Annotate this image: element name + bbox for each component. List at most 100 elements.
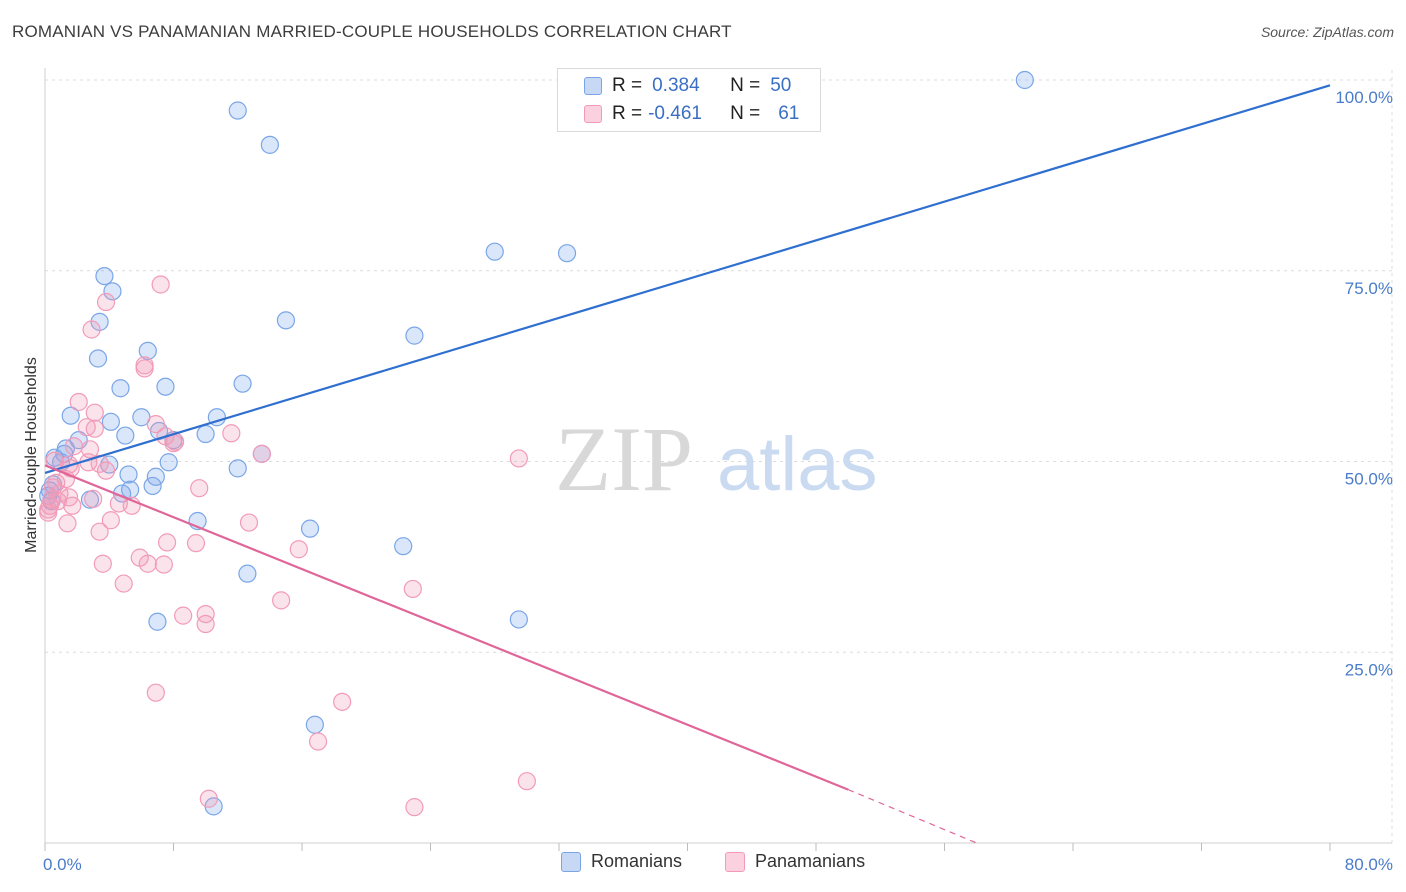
- trend-line-extension-panamanians: [847, 789, 977, 844]
- series-legend: Romanians Panamanians: [0, 851, 1406, 877]
- legend-r-label: R =: [612, 103, 643, 124]
- data-point-panamanians: [90, 522, 109, 541]
- data-point-romanians: [233, 374, 252, 393]
- data-point-romanians: [260, 135, 279, 154]
- trend-lines: [44, 84, 1331, 844]
- data-point-romanians: [111, 379, 130, 398]
- legend-r-label: R =: [612, 75, 643, 96]
- legend-r-value: 0.384: [652, 75, 700, 96]
- data-point-romanians: [103, 282, 122, 301]
- data-point-panamanians: [138, 554, 157, 573]
- y-axis-label: Married-couple Households: [23, 357, 40, 553]
- y-tick-label: 25.0%: [1345, 660, 1393, 679]
- data-point-panamanians: [272, 591, 291, 610]
- data-point-panamanians: [164, 434, 183, 453]
- watermark: ZIP atlas: [555, 408, 878, 510]
- legend-label-panamanians: Panamanians: [755, 851, 866, 871]
- data-point-panamanians: [151, 275, 170, 294]
- data-point-panamanians: [96, 461, 116, 480]
- data-point-panamanians: [405, 798, 424, 817]
- data-point-romanians: [485, 242, 504, 261]
- data-point-romanians: [557, 244, 577, 263]
- data-point-panamanians: [146, 415, 165, 434]
- data-point-panamanians: [196, 614, 215, 634]
- data-point-panamanians: [509, 449, 528, 468]
- legend-item-romanians[interactable]: Romanians: [561, 851, 682, 872]
- y-tick-label: 75.0%: [1345, 279, 1393, 298]
- tick-labels: 25.0% 50.0% 75.0% 100.0% 0.0% 80.0%: [43, 88, 1393, 874]
- legend-n-value: 61: [778, 103, 800, 124]
- data-point-panamanians: [157, 533, 177, 552]
- data-point-romanians: [405, 326, 424, 345]
- data-point-panamanians: [58, 514, 77, 533]
- data-point-panamanians: [114, 574, 133, 593]
- data-point-panamanians: [308, 732, 328, 751]
- data-point-panamanians: [82, 320, 101, 339]
- data-point-panamanians: [63, 496, 82, 515]
- data-point-romanians: [159, 453, 178, 472]
- stats-legend: R = 0.384 N = 50 R = -0.461 N = 61: [557, 68, 821, 132]
- axes: [44, 68, 1392, 851]
- chart-source: Source: ZipAtlas.com: [1260, 24, 1394, 40]
- data-point-romanians: [305, 715, 324, 734]
- data-point-panamanians: [190, 479, 209, 498]
- legend-item-panamanians[interactable]: Panamanians: [725, 851, 865, 872]
- data-point-panamanians: [69, 392, 88, 412]
- legend-swatch-romanians: [584, 77, 602, 95]
- data-point-romanians: [101, 412, 120, 431]
- data-point-panamanians: [154, 555, 173, 574]
- data-point-romanians: [88, 349, 108, 368]
- legend-n-label: N =: [730, 103, 761, 124]
- legend-swatch-romanians: [561, 851, 581, 872]
- data-point-panamanians: [84, 489, 103, 508]
- data-point-romanians: [196, 424, 215, 444]
- watermark-atlas: atlas: [717, 422, 878, 507]
- data-points: [39, 70, 1034, 817]
- data-point-romanians: [116, 426, 135, 445]
- data-point-panamanians: [222, 424, 241, 443]
- data-point-panamanians: [101, 511, 120, 530]
- data-point-romanians: [156, 377, 175, 396]
- legend-row-romanians: R = 0.384 N = 50: [584, 74, 791, 98]
- data-point-romanians: [95, 266, 114, 286]
- data-point-panamanians: [135, 359, 154, 378]
- data-point-romanians: [509, 610, 528, 629]
- legend-swatch-panamanians: [725, 851, 745, 872]
- legend-row-panamanians: R = -0.461 N = 61: [584, 102, 799, 126]
- data-point-romanians: [238, 564, 257, 583]
- data-point-romanians: [61, 406, 80, 425]
- legend-swatch-panamanians: [584, 105, 602, 123]
- data-point-panamanians: [96, 292, 116, 312]
- data-point-panamanians: [39, 503, 58, 522]
- data-point-romanians: [148, 612, 167, 631]
- y-tick-label: 100.0%: [1335, 88, 1393, 107]
- data-point-romanians: [1015, 70, 1034, 90]
- x-tick-label-min: 0.0%: [43, 855, 82, 874]
- y-tick-label: 50.0%: [1345, 470, 1393, 489]
- data-point-panamanians: [174, 606, 193, 625]
- data-point-panamanians: [517, 772, 536, 791]
- legend-r-value: -0.461: [648, 103, 702, 124]
- data-point-romanians: [138, 341, 157, 360]
- data-point-panamanians: [80, 440, 100, 459]
- data-point-panamanians: [146, 683, 165, 702]
- trend-line-panamanians: [44, 464, 849, 791]
- data-point-panamanians: [186, 534, 206, 553]
- x-tick-label-max: 80.0%: [1345, 855, 1393, 874]
- legend-n-value: 50: [770, 75, 792, 96]
- data-point-panamanians: [239, 513, 259, 532]
- data-point-romanians: [228, 459, 247, 478]
- data-point-romanians: [228, 101, 247, 120]
- data-point-romanians: [394, 537, 413, 556]
- data-point-panamanians: [403, 579, 422, 599]
- data-point-romanians: [276, 311, 296, 330]
- data-point-romanians: [143, 476, 162, 496]
- legend-label-romanians: Romanians: [591, 851, 683, 871]
- data-point-panamanians: [93, 554, 112, 573]
- data-point-panamanians: [196, 604, 215, 624]
- data-point-panamanians: [289, 540, 308, 559]
- trend-line-romanians: [44, 84, 1331, 474]
- data-point-romanians: [119, 465, 138, 484]
- data-point-romanians: [300, 519, 320, 538]
